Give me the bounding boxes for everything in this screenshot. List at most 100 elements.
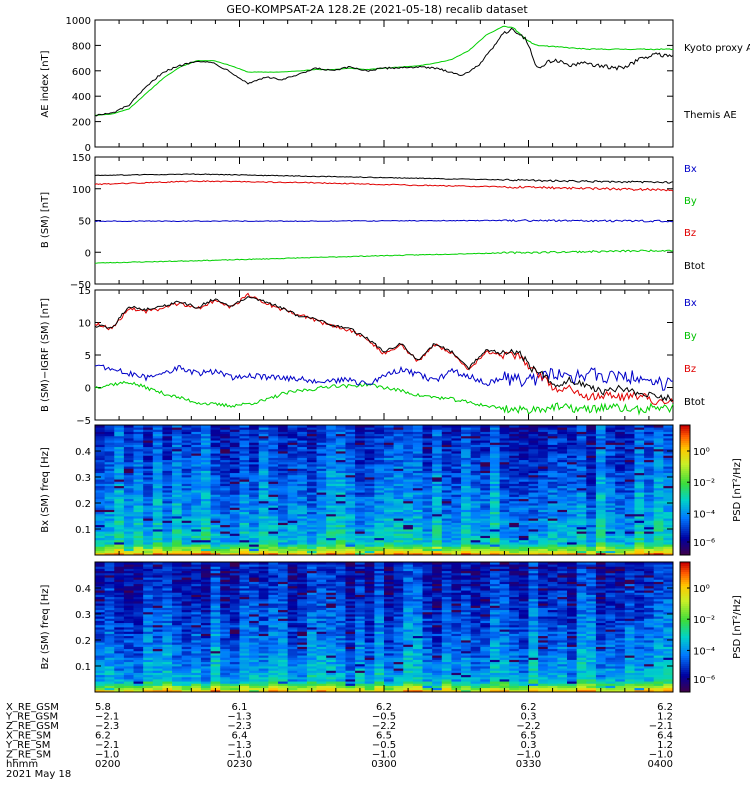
spectrogram-cell [258,676,269,680]
spectrogram-cell [422,507,433,510]
spectrogram-cell [162,464,173,467]
spectrogram-cell [191,457,202,461]
spectrogram-cell [123,472,134,476]
spectrogram-cell [114,548,125,552]
spectrogram-cell [451,533,462,536]
y-tick-label: −5 [76,416,91,427]
spectrogram-cell [624,479,635,482]
spectrogram-cell [480,442,491,445]
spectrogram-cell [220,687,231,691]
spectrogram-cell [528,459,539,463]
spectrogram-cell [480,531,491,534]
spectrogram-cell [172,644,183,647]
spectrogram-cell [220,496,231,500]
spectrogram-cell [210,498,221,502]
spectrogram-cell [162,535,173,539]
spectrogram-cell [528,457,539,461]
spectrogram-cell [114,614,125,617]
spectrogram-cell [287,442,298,445]
spectrogram-cell [143,689,154,693]
spectrogram-cell [663,531,674,534]
spectrogram-cell [172,431,183,435]
spectrogram-cell [220,650,231,654]
spectrogram-cell [114,535,125,539]
spectrogram-cell [644,533,655,536]
spectrogram-cell [200,513,211,517]
spectrogram-cell [595,537,606,541]
spectrogram-cell [104,490,115,493]
colorbar-segment [680,447,690,450]
spectrogram-cell [152,676,163,680]
spectrogram-cell [133,670,144,673]
spectrogram-cell [191,646,202,650]
spectrogram-cell [143,464,154,467]
spectrogram-cell [152,583,163,587]
spectrogram-cell [557,442,568,445]
spectrogram-cell [200,472,211,476]
spectrogram-cell [181,531,192,534]
spectrogram-cell [326,516,337,519]
spectrogram-cell [239,494,250,497]
spectrogram-cell [143,603,154,606]
spectrogram-cell [143,644,154,647]
spectrogram-cell [249,603,260,606]
spectrogram-cell [422,470,433,474]
spectrogram-cell [653,539,664,543]
spectrogram-cell [364,550,375,554]
spectrogram-cell [152,494,163,497]
spectrogram-cell [152,513,163,517]
spectrogram-cell [528,433,539,437]
spectrogram-cell [345,435,356,439]
spectrogram-cell [306,520,317,523]
spectrogram-cell [509,500,520,504]
spectrogram-cell [200,503,211,506]
series-line-by [94,380,674,416]
spectrogram-cell [306,498,317,502]
spectrogram-cell [239,627,250,630]
spectrogram-cell [605,459,616,463]
spectrogram-cell [567,509,578,513]
spectrogram-cell [220,479,231,482]
spectrogram-cell [644,505,655,508]
spectrogram-cell [364,516,375,519]
spectrogram-cell [499,438,510,441]
spectrogram-cell [470,546,481,549]
spectrogram-cell [268,440,279,443]
spectrogram-cell [374,446,385,450]
spectrogram-cell [181,642,192,645]
spectrogram-cell [297,431,308,435]
spectrogram-cell [181,459,192,463]
spectrogram-cell [133,683,144,686]
spectrogram-cell [538,546,549,549]
spectrogram-cell [239,624,250,628]
spectrogram-cell [461,492,472,495]
spectrogram-cell [95,490,106,493]
spectrogram-cell [133,498,144,502]
spectrogram-cell [615,544,626,547]
spectrogram-cell [162,481,173,484]
spectrogram-cell [268,494,279,497]
spectrogram-cell [210,533,221,536]
spectrogram-cell [220,500,231,504]
spectrogram-cell [152,507,163,510]
spectrogram-cell [335,494,346,497]
spectrogram-cell [104,592,115,595]
spectrogram-cell [663,427,674,430]
spectrogram-cell [162,616,173,619]
spectrogram-cell [133,611,144,615]
spectrogram-cell [229,681,240,684]
spectrogram-cell [239,590,250,593]
spectrogram-cell [229,564,240,567]
spectrogram-cell [191,581,202,585]
spectrogram-cell [162,466,173,469]
spectrogram-cell [663,524,674,528]
spectrogram-cell [518,466,529,469]
spectrogram-cell [364,483,375,487]
spectrogram-cell [586,479,597,482]
spectrogram-cell [143,513,154,517]
spectrogram-cell [143,618,154,621]
spectrogram-cell [595,487,606,491]
spectrogram-cell [181,635,192,639]
spectrogram-cell [172,620,183,624]
spectrogram-cell [489,440,500,443]
